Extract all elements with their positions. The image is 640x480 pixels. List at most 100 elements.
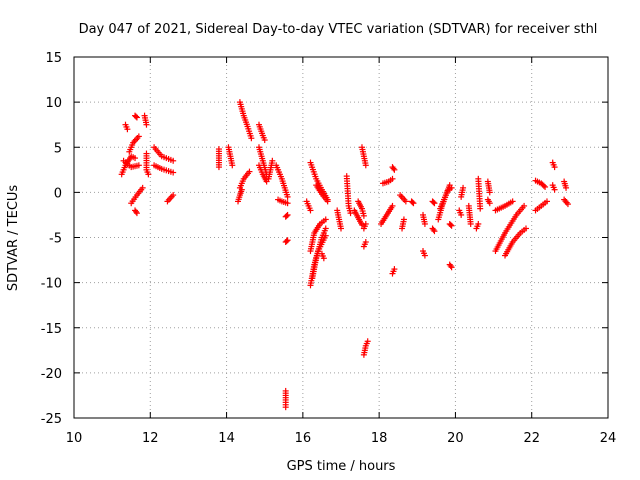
data-point: [486, 189, 493, 196]
data-point: [563, 184, 570, 191]
data-point: [364, 338, 371, 345]
data-point: [564, 201, 571, 208]
data-point: [248, 135, 255, 142]
y-tick-labels: -25 -20 -15 -10 -5 0 5 10 15: [41, 51, 62, 427]
x-tick-label: 22: [523, 431, 540, 446]
x-tick-label: 24: [600, 431, 617, 446]
data-point: [448, 264, 455, 271]
data-point: [389, 175, 396, 182]
data-point: [284, 211, 291, 218]
data-point: [358, 221, 365, 228]
chart-title: Day 047 of 2021, Sidereal Day-to-day VTE…: [79, 22, 598, 37]
data-point: [391, 266, 398, 273]
data-point: [229, 162, 236, 169]
x-tick-label: 18: [371, 431, 388, 446]
x-tick-label: 12: [142, 431, 159, 446]
data-point: [269, 157, 276, 164]
data-point: [402, 198, 409, 205]
data-point: [551, 164, 558, 171]
data-point: [132, 208, 139, 215]
data-point: [431, 200, 438, 207]
y-tick-label: 10: [45, 96, 62, 111]
data-point: [145, 171, 152, 178]
data-point: [132, 155, 139, 162]
data-point: [467, 220, 474, 227]
data-point: [421, 252, 428, 259]
data-point: [139, 184, 146, 191]
data-point: [282, 404, 289, 411]
data-point: [135, 162, 142, 169]
data-point: [338, 225, 344, 232]
data-point: [540, 182, 547, 189]
data-point: [322, 216, 329, 223]
y-tick-label: 5: [54, 141, 62, 156]
data-point: [135, 133, 142, 140]
data-point: [170, 169, 177, 176]
data-points: [118, 99, 571, 411]
data-point: [430, 199, 437, 206]
y-tick-label: 0: [54, 186, 62, 201]
data-point: [133, 210, 140, 217]
data-point: [431, 228, 438, 235]
y-tick-label: -10: [41, 277, 62, 292]
x-tick-label: 10: [66, 431, 83, 446]
data-point: [542, 183, 549, 190]
data-point: [143, 121, 150, 128]
data-point: [522, 225, 529, 232]
y-tick-label: -5: [49, 232, 62, 247]
axis-ticks: [73, 56, 609, 419]
data-point: [322, 225, 329, 232]
data-point: [132, 113, 139, 120]
data-point: [347, 210, 354, 217]
data-point: [390, 165, 397, 172]
data-point: [170, 157, 177, 164]
data-point: [283, 238, 290, 245]
data-point: [447, 262, 454, 269]
y-tick-label: -25: [41, 412, 62, 427]
data-point: [362, 220, 369, 227]
data-point: [551, 186, 558, 193]
data-point: [409, 199, 416, 206]
data-point: [307, 207, 314, 214]
data-point: [362, 162, 369, 169]
data-point: [389, 202, 396, 209]
x-tick-label: 20: [447, 431, 464, 446]
data-point: [320, 255, 327, 262]
data-point: [447, 221, 454, 228]
data-point: [391, 166, 398, 173]
data-point: [475, 220, 482, 227]
data-point: [521, 202, 528, 209]
data-point: [283, 212, 290, 219]
data-point: [362, 239, 369, 246]
data-point: [421, 220, 428, 227]
data-point: [324, 198, 331, 205]
data-point: [360, 212, 367, 219]
data-point: [124, 126, 131, 133]
x-tick-labels: 10 12 14 16 18 20 22 24: [66, 431, 617, 446]
data-point: [509, 198, 516, 205]
y-tick-label: -20: [41, 367, 62, 382]
y-axis-label: SDTVAR / TECUs: [6, 185, 21, 292]
data-point: [448, 222, 455, 229]
data-point: [458, 211, 465, 218]
data-point: [215, 164, 222, 171]
y-tick-label: -15: [41, 322, 62, 337]
data-point: [543, 198, 550, 205]
data-point: [430, 226, 437, 233]
data-point: [246, 168, 253, 175]
data-point: [284, 237, 291, 244]
data-point: [284, 193, 291, 200]
data-point: [448, 184, 455, 191]
data-point: [400, 216, 407, 223]
x-tick-label: 16: [295, 431, 312, 446]
x-tick-label: 14: [218, 431, 235, 446]
data-point: [486, 200, 493, 207]
data-point: [477, 205, 484, 212]
y-tick-label: 15: [45, 51, 62, 66]
data-point: [133, 114, 140, 121]
data-point: [238, 186, 245, 193]
data-point: [261, 137, 268, 144]
data-point: [410, 200, 417, 207]
grid-lines: [74, 57, 608, 418]
